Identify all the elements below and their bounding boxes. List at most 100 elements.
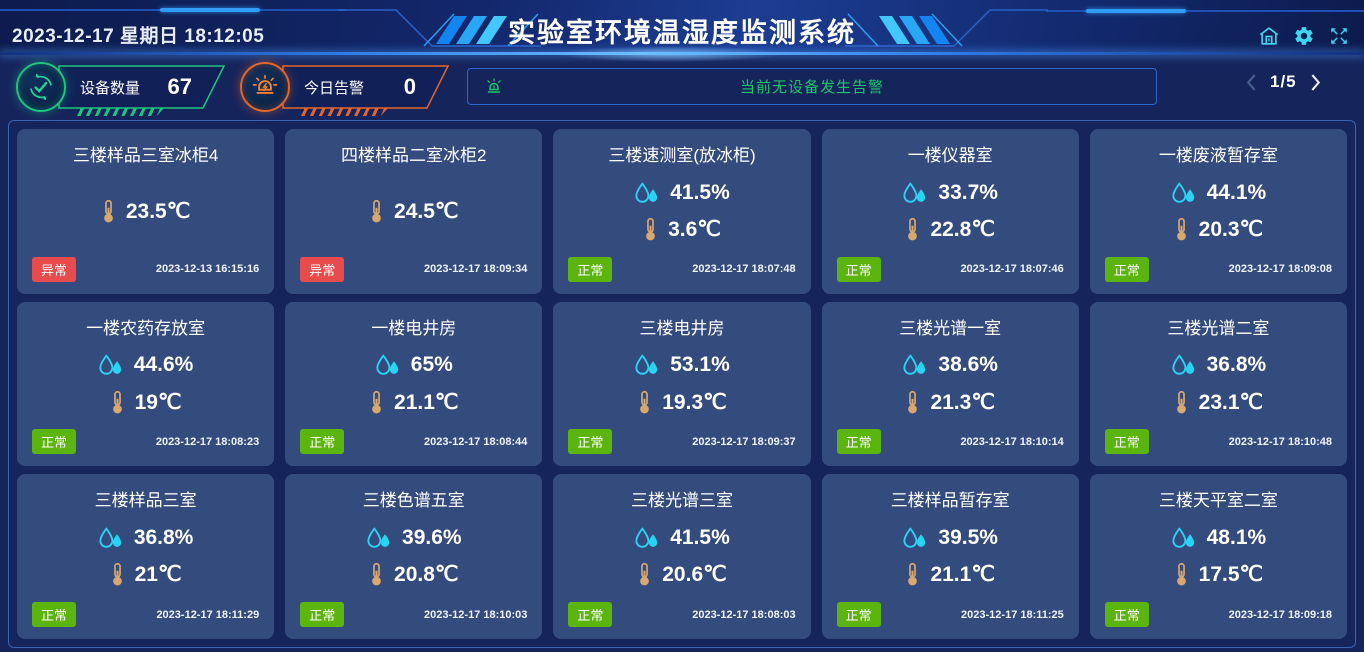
header-toolbar [1258, 25, 1350, 47]
status-badge: 正常 [1104, 429, 1149, 455]
status-badge: 正常 [568, 256, 613, 282]
sensor-card[interactable]: 三楼光谱一室 38.6% 21.3℃ 正常 2023-12-17 18:10 [821, 301, 1079, 467]
water-drops-icon [903, 527, 926, 548]
sensor-card[interactable]: 三楼光谱三室 41.5% 20.6℃ 正常 2023-12-17 18:08 [553, 474, 811, 639]
last-update-time: 2023-12-17 18:10:03 [424, 608, 528, 621]
status-badge: 正常 [32, 602, 77, 627]
temperature-value: 23.5℃ [125, 199, 191, 223]
last-update-time: 2023-12-17 18:07:48 [692, 263, 796, 276]
temperature-metric: 20.3℃ [1174, 217, 1263, 242]
alarm-lamp-icon [240, 62, 290, 112]
status-badge: 正常 [300, 429, 345, 455]
humidity-value: 33.7% [938, 180, 998, 204]
sensor-card[interactable]: 一楼农药存放室 44.6% 19℃ 正常 2023-12-17 18:08: [17, 301, 275, 467]
humidity-value: 65% [410, 353, 453, 377]
humidity-metric: 41.5% [634, 526, 730, 550]
sensor-card[interactable]: 三楼样品三室冰柜4 23.5℃ 异常 2023-12-13 16:15:16 [17, 129, 275, 294]
temperature-value: 24.5℃ [394, 199, 459, 223]
humidity-metric: 65% [375, 353, 453, 377]
thermometer-icon [1176, 217, 1186, 241]
temperature-metric: 21.1℃ [905, 562, 995, 587]
humidity-value: 48.1% [1206, 525, 1267, 549]
thermometer-icon [640, 563, 650, 586]
humidity-metric: 48.1% [1171, 525, 1267, 550]
room-name: 三楼速测室(放冰柜) [608, 146, 756, 165]
thermometer-icon [908, 390, 918, 414]
water-drops-icon [1172, 354, 1194, 375]
chevron-left-icon[interactable] [1245, 73, 1258, 92]
room-name: 一楼农药存放室 [86, 318, 206, 338]
chevron-right-icon[interactable] [1309, 73, 1322, 92]
thermometer-icon [908, 217, 918, 241]
status-badge: 正常 [1104, 602, 1149, 627]
humidity-metric: 41.5% [634, 181, 730, 205]
thermometer-icon [104, 199, 113, 223]
alert-message: 当前无设备发生告警 [739, 79, 884, 96]
sensor-card[interactable]: 三楼速测室(放冰柜) 41.5% 3.6℃ 正常 2023-12-17 18 [553, 129, 811, 294]
thermometer-icon [372, 390, 381, 414]
temperature-value: 19.3℃ [662, 390, 727, 414]
humidity-value: 44.6% [133, 353, 194, 377]
water-drops-icon [903, 181, 926, 203]
last-update-time: 2023-12-17 18:09:37 [692, 435, 796, 448]
temperature-value: 21.1℃ [394, 390, 459, 414]
temperature-metric: 23.5℃ [101, 199, 190, 224]
sensor-card[interactable]: 一楼电井房 65% 21.1℃ 正常 2023-12-17 18:08:44 [285, 301, 543, 467]
room-name: 三楼天平室二室 [1158, 491, 1278, 511]
stats-bar: 设备数量 67 今日告警 0 [0, 54, 1364, 116]
last-update-time: 2023-12-17 18:09:34 [424, 263, 528, 276]
last-update-time: 2023-12-17 18:08:03 [692, 608, 796, 621]
humidity-value: 36.8% [133, 525, 194, 549]
humidity-metric: 44.1% [1171, 181, 1266, 205]
status-badge: 正常 [1104, 256, 1149, 282]
last-update-time: 2023-12-17 18:11:29 [156, 608, 260, 621]
humidity-metric: 36.8% [1171, 353, 1266, 377]
thermometer-icon [372, 199, 381, 223]
sensor-card[interactable]: 一楼仪器室 33.7% 22.8℃ 正常 2023-12-17 18:07: [821, 129, 1079, 294]
home-icon[interactable] [1258, 25, 1280, 47]
fullscreen-icon[interactable] [1328, 25, 1350, 47]
last-update-time: 2023-12-17 18:08:44 [424, 435, 528, 448]
device-count-value: 67 [167, 74, 192, 99]
device-count-badge: 设备数量 67 [16, 62, 226, 116]
sensor-card[interactable]: 三楼电井房 53.1% 19.3℃ 正常 2023-12-17 18:09: [553, 301, 811, 467]
thermometer-icon [1176, 390, 1186, 414]
sensor-card[interactable]: 三楼样品暂存室 39.5% 21.1℃ 正常 2023-12-17 18:1 [821, 474, 1079, 639]
last-update-time: 2023-12-17 18:11:25 [961, 608, 1064, 621]
thermometer-icon [646, 217, 655, 241]
page-indicator: 1/5 [1270, 72, 1297, 91]
room-name: 四楼样品二室冰柜2 [341, 146, 487, 165]
temperature-metric: 24.5℃ [369, 199, 459, 224]
status-badge: 正常 [836, 429, 881, 455]
sensor-card[interactable]: 四楼样品二室冰柜2 24.5℃ 异常 2023-12-17 18:09:34 [285, 129, 543, 294]
today-alarm-badge: 今日告警 0 [240, 62, 450, 116]
temperature-metric: 17.5℃ [1174, 562, 1263, 587]
last-update-time: 2023-12-17 18:07:46 [960, 263, 1064, 276]
sensor-card[interactable]: 一楼废液暂存室 44.1% 20.3℃ 正常 2023-12-17 18:0 [1089, 129, 1347, 294]
today-alarm-hatch [296, 108, 388, 116]
temperature-metric: 19℃ [110, 390, 182, 415]
today-alarm-value: 0 [403, 74, 416, 99]
status-badge: 正常 [568, 429, 613, 455]
thermometer-icon [908, 563, 918, 586]
today-alarm-banner: 今日告警 0 [282, 65, 450, 116]
sensor-card[interactable]: 三楼样品三室 36.8% 21℃ 正常 2023-12-17 18:11:2 [17, 474, 275, 639]
water-drops-icon [99, 527, 122, 548]
water-drops-icon [635, 354, 658, 375]
sensor-card[interactable]: 三楼天平室二室 48.1% 17.5℃ 正常 2023-12-17 18:0 [1089, 474, 1347, 639]
sensor-card[interactable]: 三楼光谱二室 36.8% 23.1℃ 正常 2023-12-17 18:10 [1089, 301, 1347, 467]
gear-icon[interactable] [1293, 25, 1315, 47]
status-badge: 异常 [32, 256, 77, 282]
room-name: 三楼样品三室 [94, 491, 197, 511]
temperature-value: 22.8℃ [930, 218, 995, 242]
room-name: 一楼废液暂存室 [1158, 146, 1278, 165]
sensor-card[interactable]: 三楼色谱五室 39.6% 20.8℃ 正常 2023-12-17 18:10 [285, 474, 543, 639]
pagination: 1/5 [1245, 72, 1322, 92]
thermometer-icon [112, 390, 122, 414]
status-badge: 正常 [836, 602, 881, 627]
humidity-value: 39.5% [938, 525, 998, 549]
header-line-left-highlight [160, 8, 260, 12]
siren-icon [484, 77, 504, 102]
humidity-metric: 39.6% [366, 526, 462, 550]
last-update-time: 2023-12-17 18:09:18 [1228, 608, 1332, 621]
